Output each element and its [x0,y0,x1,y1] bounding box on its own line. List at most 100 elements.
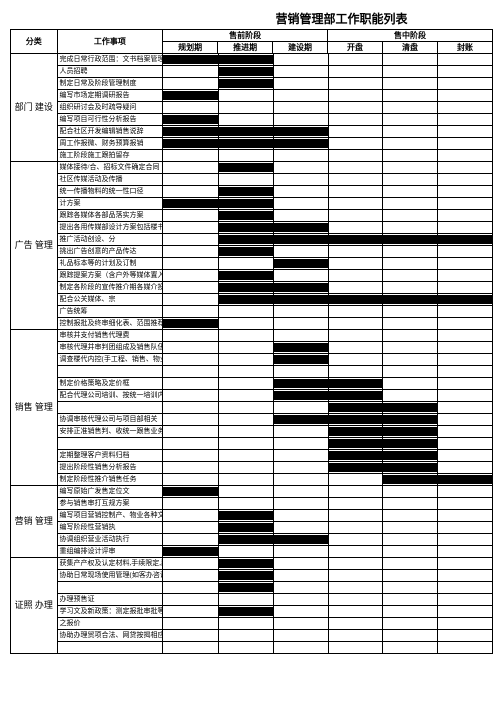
table-row: 控制报批及终审细化表、范围推荐等签订项目代理发展合同 [11,318,493,330]
table-row [11,366,493,378]
category-cell: 营销 管理 [11,486,58,558]
gantt-cell [163,210,493,222]
table-row [11,642,493,654]
table-row: 协调审核代理公司与项目部相关（设施 [11,414,493,426]
gantt-bar [218,223,328,232]
table-row: 制定日常及阶段管理制度 [11,78,493,90]
work-item-cell: 周工作报微、财务预算报销 [57,138,163,150]
work-item-cell: 协助办理贸项合法、网贷按揭相应统计技政合约 [57,630,163,642]
gantt-cell [163,282,493,294]
header-onsale: 售中阶段 [328,30,493,42]
table-row: 安排正准销售判、收统一跟售业务监测案场各项销售工作执行 [11,426,493,438]
gantt-cell [163,306,493,318]
work-item-cell: 编写市场定期调研报告 [57,90,163,102]
gantt-bar [218,67,273,76]
table-row: 提出阶段性销售分析报告 [11,462,493,474]
work-item-cell: 制定各阶段的宣传推介期各媒介投放统筹排期、资 [57,282,163,294]
work-item-cell: 跟踪提案方案（含户外等媒体置入发布 [57,270,163,282]
table-row: 提出各用传媒部设计方案包括楼书等文案 [11,222,493,234]
gantt-cell [163,402,493,414]
table-row: 调查楼代内控(手工程、销售、物业、价目)公司的协调及配合销售开展销售 [11,354,493,366]
header-phase: 建设期 [273,42,328,54]
table-row: 协调组织营业活动执行 [11,534,493,546]
gantt-cell [163,318,493,330]
table-row: 配合社区开发编辑销售说辞 [11,126,493,138]
table-row: 之报价 [11,618,493,630]
gantt-bar [273,343,328,352]
gantt-cell [163,450,493,462]
gantt-cell [163,570,493,582]
gantt-cell [163,558,493,570]
gantt-bar [163,91,218,100]
gantt-cell [163,258,493,270]
gantt-bar [218,79,273,88]
gantt-bar [328,451,438,460]
gantt-cell [163,186,493,198]
table-row: 协助办理贸项合法、网贷按揭相应统计技政合约 [11,630,493,642]
work-item-cell: 社区传媒活动及传播 [57,174,163,186]
category-cell: 广告 管理 [11,162,58,330]
gantt-cell [163,582,493,594]
table-row [11,582,493,594]
gantt-bar [218,211,273,220]
table-row: 施工阶段施工跟拍留存 [11,150,493,162]
gantt-bar [328,427,438,436]
work-item-cell: 配合公关媒体、宗 [57,294,163,306]
work-item-cell: 获集产产权及认定材料,手续限定,静气咨询 [57,558,163,570]
gantt-cell [163,78,493,90]
work-item-cell: 学习文及新政策：测定报批审批等一系列 [57,606,163,618]
gantt-cell [163,174,493,186]
table-row: 重组编排设计评审 [11,546,493,558]
table-row: 周工作报微、财务预算报销 [11,138,493,150]
category-cell: 部门 建设 [11,54,58,162]
gantt-cell [163,642,493,654]
gantt-cell [163,270,493,282]
work-item-cell: 完成日常行政范围：文书档案管理、部门制度等 [57,54,163,66]
work-item-cell: 施工阶段施工跟拍留存 [57,150,163,162]
gantt-bar [218,559,273,568]
gantt-bar [218,511,273,520]
gantt-bar [218,583,273,592]
gantt-cell [163,546,493,558]
work-item-cell [57,366,163,378]
gantt-cell [163,138,493,150]
gantt-cell [163,90,493,102]
gantt-cell [163,198,493,210]
table-row: 编写项目可行性分析报告 [11,114,493,126]
gantt-cell [163,630,493,642]
work-item-cell: 调查楼代内控(手工程、销售、物业、价目)公司的协调及配合销售开展销售 [57,354,163,366]
gantt-cell [163,594,493,606]
gantt-bar [273,355,328,364]
gantt-cell [163,414,493,426]
table-row: 配合代理公司培训、按统一培训内容销售培训、出市场躯部客数据、部门综 [11,390,493,402]
table-row: 编写市场定期调研报告 [11,90,493,102]
gantt-bar [163,55,273,64]
gantt-bar [218,235,492,244]
work-item-cell: 协助日常现场使用管理(如客办咨询、合同签订、完善新联名办理委托表交付工程竣工备案… [57,570,163,582]
work-item-cell: 之报价 [57,618,163,630]
gantt-cell [163,510,493,522]
table-row: 办理预售证 [11,594,493,606]
header-phase: 规划期 [163,42,218,54]
gantt-bar [218,187,273,196]
gantt-bar [163,199,273,208]
gantt-bar [163,115,218,124]
gantt-cell [163,438,493,450]
gantt-cell [163,294,493,306]
gantt-cell [163,330,493,342]
work-item-cell: 重组编排设计评审 [57,546,163,558]
gantt-cell [163,498,493,510]
work-item-cell: 编写阶段性营销执 [57,522,163,534]
gantt-bar [273,259,328,268]
table-row: 编写项目营销控制产、物业各种文件的竞 [11,510,493,522]
work-item-cell: 配合代理公司培训、按统一培训内容销售培训、出市场躯部客数据、部门综 [57,390,163,402]
work-item-cell: 编写项目可行性分析报告 [57,114,163,126]
gantt-cell [163,606,493,618]
table-row: 制定各阶段的宣传推介期各媒介投放统筹排期、资 [11,282,493,294]
gantt-cell [163,102,493,114]
gantt-cell [163,474,493,486]
gantt-bar [163,319,218,328]
table-row: 审核代理并审判团组成及销售队伍组建、培训 [11,342,493,354]
work-item-cell: 人员招聘 [57,66,163,78]
table-row: 参与销售审打互规方案 [11,498,493,510]
